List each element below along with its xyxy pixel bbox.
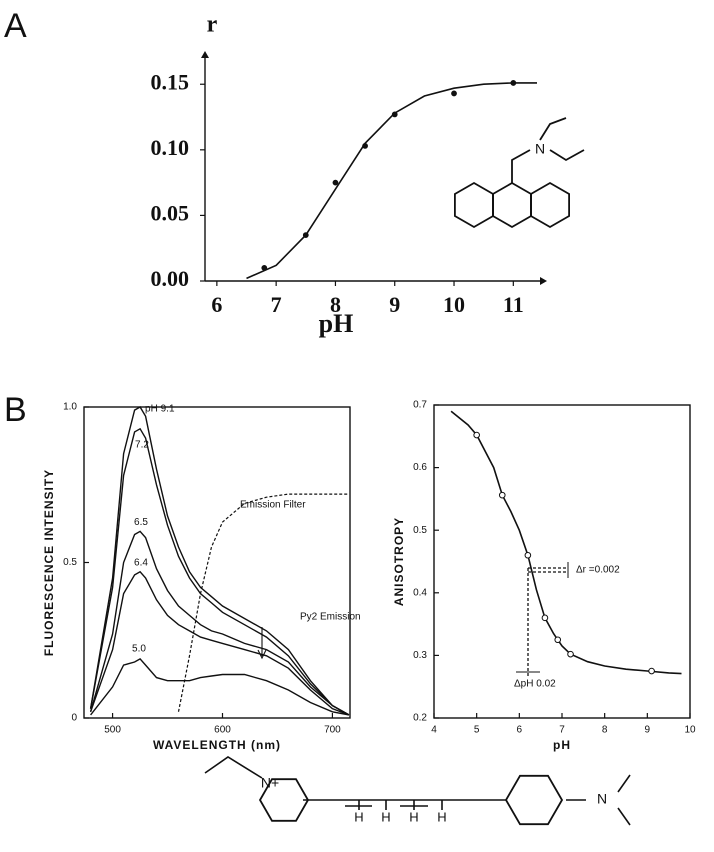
x-tick-label: 9 bbox=[389, 292, 400, 317]
series-label: 7.2 bbox=[135, 439, 149, 450]
x-tick-label: 10 bbox=[684, 725, 696, 736]
series-line bbox=[89, 530, 350, 716]
x-tick-label: 8 bbox=[330, 292, 341, 317]
data-point bbox=[567, 650, 574, 658]
data-point bbox=[554, 636, 562, 644]
ring bbox=[530, 181, 570, 229]
atom-label: H bbox=[354, 809, 363, 824]
data-point bbox=[302, 232, 309, 238]
data-point bbox=[510, 80, 517, 86]
series-label: pH 9.1 bbox=[145, 404, 175, 415]
series-label: 6.4 bbox=[134, 557, 148, 568]
data-point bbox=[332, 179, 339, 186]
atom-label: H bbox=[381, 809, 390, 824]
y-tick-label: 0.3 bbox=[413, 650, 427, 661]
annotation: Py2 Emission bbox=[300, 612, 361, 623]
data-point bbox=[391, 111, 398, 118]
structure-a bbox=[511, 117, 585, 183]
annotation-arrow bbox=[257, 627, 267, 660]
x-axis-label: pH bbox=[319, 309, 354, 338]
atom-label: H bbox=[437, 809, 446, 824]
series-line bbox=[89, 427, 350, 716]
guide-line bbox=[527, 567, 568, 678]
x-tick-label: 7 bbox=[559, 725, 565, 736]
atom-label: N bbox=[597, 791, 607, 807]
x-tick-label: 500 bbox=[104, 725, 121, 736]
data-point bbox=[362, 142, 368, 149]
y-tick-label: 0.15 bbox=[151, 69, 190, 94]
series-line bbox=[177, 493, 349, 712]
annotation: Δr =0.002 bbox=[576, 565, 620, 576]
data-point bbox=[498, 491, 506, 499]
atom-label: N bbox=[535, 141, 545, 157]
y-axis-label: ANISOTROPY bbox=[392, 517, 406, 606]
ring bbox=[492, 181, 532, 229]
atom-label: H bbox=[409, 809, 418, 824]
x-axis-label: pH bbox=[553, 738, 571, 752]
y-tick-label: 0.10 bbox=[151, 135, 190, 160]
y-tick-label: 0.00 bbox=[151, 266, 190, 291]
x-tick-label: 9 bbox=[645, 725, 651, 736]
guide-arrow bbox=[516, 562, 569, 673]
series-line bbox=[89, 570, 350, 716]
data-point bbox=[261, 264, 268, 271]
ring bbox=[454, 181, 494, 229]
x-tick-label: 600 bbox=[214, 725, 231, 736]
x-tick-label: 8 bbox=[602, 725, 608, 736]
y-tick-label: 0.4 bbox=[413, 587, 427, 598]
fit-curve bbox=[450, 410, 682, 675]
panel-letter: B bbox=[4, 391, 27, 429]
y-tick-label: 0 bbox=[71, 713, 77, 724]
x-tick-label: 11 bbox=[503, 292, 524, 317]
x-tick-label: 6 bbox=[211, 292, 222, 317]
ring bbox=[504, 774, 564, 826]
panel-letter: A bbox=[4, 7, 27, 45]
structure-b bbox=[204, 756, 631, 826]
x-tick-label: 7 bbox=[271, 292, 282, 317]
axis-arrow bbox=[201, 51, 547, 285]
ring bbox=[258, 778, 310, 822]
y-tick-label: 0.5 bbox=[413, 525, 427, 536]
axis-line bbox=[204, 58, 540, 282]
x-tick-label: 5 bbox=[474, 725, 480, 736]
data-point bbox=[524, 551, 532, 559]
x-tick-label: 4 bbox=[431, 725, 437, 736]
y-axis-label: r bbox=[207, 12, 218, 38]
x-tick-label: 6 bbox=[517, 725, 523, 736]
data-point bbox=[451, 90, 457, 97]
series-label: 5.0 bbox=[132, 644, 146, 655]
fit-curve bbox=[246, 82, 537, 280]
y-tick-label: 0.05 bbox=[151, 200, 190, 225]
x-tick-label: 10 bbox=[443, 292, 465, 317]
y-tick-label: 0.6 bbox=[413, 462, 427, 473]
series-label: 6.5 bbox=[134, 517, 148, 528]
series-line bbox=[89, 406, 350, 716]
y-tick-label: 0.7 bbox=[413, 400, 427, 411]
bond bbox=[358, 800, 443, 810]
data-point bbox=[648, 667, 655, 675]
annotation: ΔpH 0.02 bbox=[514, 679, 556, 690]
y-tick-label: 0.5 bbox=[63, 557, 77, 568]
x-axis-label: WAVELENGTH (nm) bbox=[153, 738, 281, 752]
series-label: Emission Filter bbox=[240, 500, 306, 511]
bond bbox=[511, 117, 585, 183]
y-tick-label: 0.2 bbox=[413, 713, 427, 724]
x-tick-label: 700 bbox=[324, 725, 341, 736]
data-point bbox=[541, 614, 549, 622]
data-point bbox=[473, 431, 480, 439]
y-tick-label: 1.0 bbox=[63, 402, 77, 413]
series-line bbox=[90, 658, 350, 716]
y-axis-label: FLUORESCENCE INTENSITY bbox=[42, 469, 56, 656]
